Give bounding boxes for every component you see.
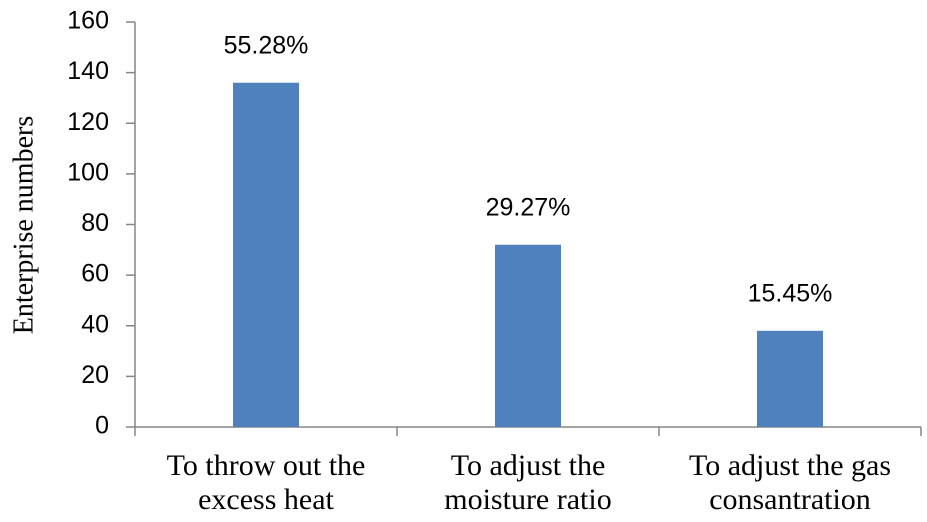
x-tick-label: To throw out the excess heat: [166, 449, 366, 516]
bar: [757, 330, 823, 427]
y-tick-label: 0: [95, 412, 109, 440]
x-tick-label: To adjust the moisture ratio: [444, 449, 612, 516]
y-tick-label: 120: [67, 108, 109, 136]
y-tick-label: 140: [67, 57, 109, 85]
y-tick-label: 80: [81, 209, 109, 237]
y-axis-label: Enterprise numbers: [8, 116, 39, 335]
y-tick-label: 160: [67, 7, 109, 35]
y-tick-label: 60: [81, 260, 109, 288]
data-label: 55.28%: [224, 31, 309, 59]
data-label: 29.27%: [486, 193, 571, 221]
y-tick-label: 20: [81, 361, 109, 389]
bar: [495, 244, 561, 427]
y-tick-label: 40: [81, 310, 109, 338]
bar: [233, 82, 299, 427]
y-tick-label: 100: [67, 158, 109, 186]
data-label: 15.45%: [748, 279, 833, 307]
x-tick-label: To adjust the gas consantration: [688, 449, 892, 516]
